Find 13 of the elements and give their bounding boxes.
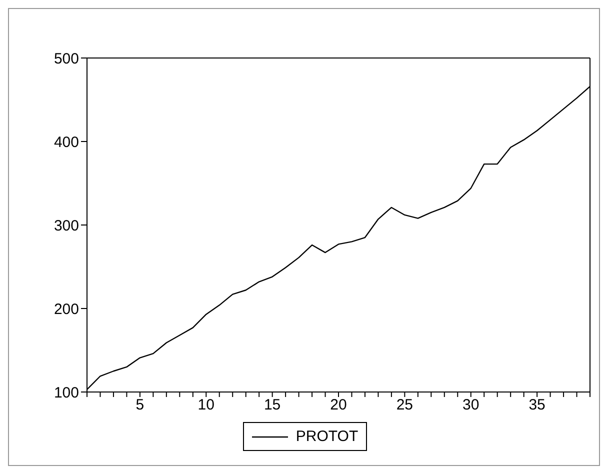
x-tick-label: 35 — [528, 396, 546, 414]
x-tick-label: 5 — [136, 396, 144, 414]
x-tick-label: 15 — [264, 396, 281, 414]
y-tick-label: 200 — [54, 300, 79, 318]
y-tick-label: 300 — [54, 217, 79, 234]
x-tick-label: 20 — [330, 396, 347, 414]
y-tick-label: 500 — [54, 50, 79, 68]
x-tick-label: 25 — [396, 396, 414, 414]
y-tick-label: 400 — [54, 134, 79, 151]
legend-label: PROTOT — [296, 428, 358, 445]
x-tick-label: 10 — [198, 396, 214, 414]
y-tick-label: 100 — [54, 384, 79, 402]
x-tick-label: 30 — [462, 396, 480, 414]
